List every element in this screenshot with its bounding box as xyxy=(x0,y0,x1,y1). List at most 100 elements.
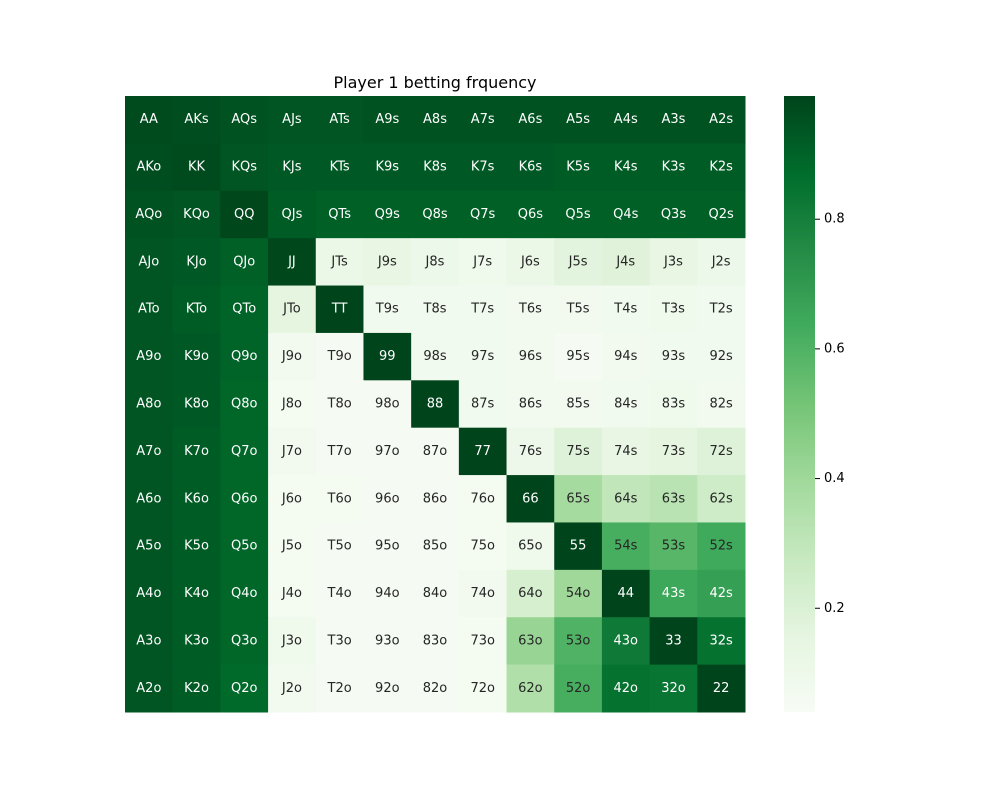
heatmap-cell xyxy=(697,285,746,334)
heatmap-cell xyxy=(506,617,555,666)
heatmap-cell xyxy=(268,664,317,713)
heatmap-cell xyxy=(315,143,364,192)
cell-label: 52s xyxy=(709,539,733,554)
heatmap-cell xyxy=(125,285,174,334)
heatmap-cell xyxy=(601,238,651,287)
cell-label: A7o xyxy=(136,444,161,459)
heatmap-cell xyxy=(506,569,555,618)
cell-label: Q4s xyxy=(613,207,639,222)
cell-label: T5o xyxy=(327,539,352,554)
heatmap-cell xyxy=(697,380,746,429)
colorbar: 0.2 0.4 0.6 0.8 xyxy=(784,96,845,712)
cell-label: 94s xyxy=(614,349,638,364)
cell-label: A4o xyxy=(136,586,161,601)
heatmap-cell xyxy=(411,617,460,666)
cell-label: QJs xyxy=(282,207,303,222)
cell-label: J5o xyxy=(281,539,302,554)
heatmap-cell xyxy=(601,617,651,666)
cell-label: 55 xyxy=(570,539,587,554)
cell-label: 43o xyxy=(614,633,639,648)
cell-label: AJo xyxy=(139,254,160,269)
cell-label: T3s xyxy=(661,302,685,317)
cell-label: T3o xyxy=(327,633,352,648)
heatmap-cell xyxy=(458,617,508,666)
cell-label: K7s xyxy=(471,160,495,175)
heatmap-cell xyxy=(697,143,746,192)
heatmap-cell xyxy=(601,143,651,192)
heatmap-cell xyxy=(554,190,603,239)
cell-label: QTs xyxy=(328,207,351,222)
heatmap-cell xyxy=(363,332,412,381)
cell-label: K2o xyxy=(184,681,209,696)
cell-label: Q5s xyxy=(565,207,591,222)
cell-label: J8s xyxy=(425,254,445,269)
heatmap-cell xyxy=(268,427,317,476)
cell-label: JTo xyxy=(282,302,301,317)
cell-label: K3o xyxy=(184,633,209,648)
cell-label: Q3s xyxy=(661,207,687,222)
cell-label: J3o xyxy=(281,633,302,648)
cell-label: Q8o xyxy=(231,397,258,412)
colorbar-tick-label: 0.2 xyxy=(824,601,845,616)
cell-label: 32o xyxy=(661,681,686,696)
cell-label: A6o xyxy=(136,491,161,506)
cell-label: J7s xyxy=(472,254,492,269)
heatmap-cell xyxy=(363,522,412,571)
heatmap-cell xyxy=(506,190,555,239)
heatmap-cell xyxy=(268,96,317,144)
cell-label: A8o xyxy=(136,397,161,412)
heatmap-cell xyxy=(125,569,174,618)
heatmap-cell xyxy=(506,427,555,476)
heatmap-cell xyxy=(125,238,174,287)
heatmap-cell xyxy=(172,143,221,192)
cell-label: Q8s xyxy=(422,207,448,222)
cell-label: A6s xyxy=(518,112,542,127)
heatmap-cell xyxy=(363,617,412,666)
heatmap-cell xyxy=(363,475,412,523)
heatmap-cell xyxy=(601,475,651,523)
heatmap-cell xyxy=(172,522,221,571)
cell-label: T7o xyxy=(327,444,352,459)
heatmap-cell xyxy=(458,475,508,523)
heatmap-cell xyxy=(649,190,698,239)
cell-label: Q5o xyxy=(231,539,258,554)
cell-label: K6s xyxy=(519,160,543,175)
heatmap-cell xyxy=(458,522,508,571)
heatmap-cell xyxy=(315,569,364,618)
cell-label: 82s xyxy=(709,397,733,412)
cell-label: 72s xyxy=(709,444,733,459)
heatmap-cell xyxy=(697,238,746,287)
heatmap-cell xyxy=(554,617,603,666)
cell-label: A5s xyxy=(566,112,590,127)
heatmap-cell xyxy=(554,475,603,523)
cell-label: Q2s xyxy=(709,207,735,222)
heatmap-cell xyxy=(649,664,698,713)
cell-label: KTs xyxy=(330,160,350,175)
cell-label: KK xyxy=(188,160,206,175)
cell-label: Q7s xyxy=(470,207,496,222)
heatmap-cell xyxy=(268,522,317,571)
heatmap-cell xyxy=(554,238,603,287)
cell-label: Q4o xyxy=(231,586,258,601)
cell-label: J3s xyxy=(663,254,683,269)
heatmap-cell xyxy=(506,522,555,571)
heatmap-cell xyxy=(554,332,603,381)
cell-label: 54s xyxy=(614,539,638,554)
heatmap-cell xyxy=(363,238,412,287)
cell-label: 88 xyxy=(427,397,444,412)
cell-label: A4s xyxy=(614,112,638,127)
cell-label: 92o xyxy=(375,681,400,696)
heatmap-cell xyxy=(411,475,460,523)
heatmap-cell xyxy=(458,380,508,429)
heatmap-cell xyxy=(315,285,364,334)
cell-label: T2o xyxy=(327,681,352,696)
cell-label: K7o xyxy=(184,444,209,459)
cell-label: K9s xyxy=(376,160,400,175)
cell-label: 63o xyxy=(518,633,543,648)
cell-label: 53o xyxy=(566,633,591,648)
heatmap-cell xyxy=(649,285,698,334)
cell-label: 94o xyxy=(375,586,400,601)
cell-label: J4s xyxy=(615,254,635,269)
cell-label: Q7o xyxy=(231,444,258,459)
colorbar-tick-label: 0.6 xyxy=(824,341,845,356)
